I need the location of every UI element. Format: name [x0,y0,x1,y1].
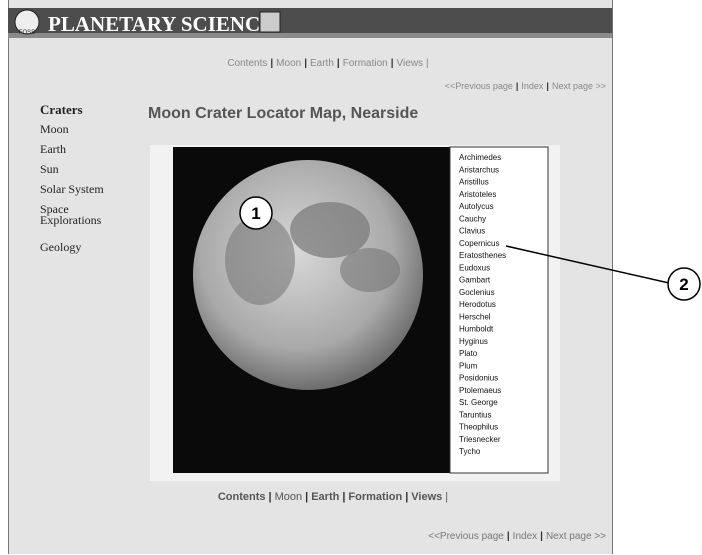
nav-link[interactable]: Moon [275,491,303,503]
nav-link[interactable]: Formation [348,491,402,503]
crater-name[interactable]: Aristarchus [459,165,499,174]
crater-name[interactable]: Aristillus [459,178,489,187]
nav-link[interactable]: Index [513,531,537,542]
crater-name[interactable]: Goclenius [459,288,495,297]
crater-name[interactable]: Aristoteles [459,190,496,199]
crater-name[interactable]: Eratosthenes [459,251,506,260]
nav-link[interactable]: Earth [311,491,339,503]
separator: | [516,81,519,91]
crater-name[interactable]: St. George [459,398,498,407]
nav-link[interactable]: Contents [218,491,266,503]
sidebar-link[interactable]: Earth [40,144,120,155]
nav-link[interactable]: Contents [227,58,267,69]
mare [290,202,370,258]
crater-name[interactable]: Hyginus [459,337,488,346]
nav-link[interactable]: Earth [310,58,334,69]
crater-name[interactable]: Taruntius [459,410,491,419]
crater-name[interactable]: Cauchy [459,214,486,223]
header-title: PLANETARY SCIENCE [48,12,274,36]
nav-row: Contents|Moon|Earth|Formation|Views| [227,58,428,69]
crater-name[interactable]: Triesnecker [459,435,501,444]
pager-row: <<Previous page|Index|Next page >> [445,81,606,91]
separator: | [405,491,408,503]
sidebar-link[interactable]: Solar System [40,184,120,195]
logo-text: FOSS [19,30,35,36]
page-canvas: FOSS PLANETARY SCIENCE Contents|Moon|Ear… [0,0,702,555]
sidebar-link[interactable]: Geology [40,242,120,253]
nav-link[interactable]: Next page >> [546,531,606,542]
crater-name[interactable]: Herschel [459,312,491,321]
separator: | [391,58,394,69]
page: FOSS PLANETARY SCIENCE Contents|Moon|Ear… [0,0,702,555]
crater-name[interactable]: Clavius [459,227,485,236]
sidebar-link[interactable]: Space Explorations [40,204,120,226]
separator: | [337,58,340,69]
crater-name[interactable]: Eudoxus [459,263,490,272]
crater-name[interactable]: Plum [459,361,478,370]
separator: | [305,491,308,503]
nav-link[interactable]: Formation [343,58,388,69]
nav-link[interactable]: Moon [276,58,301,69]
pager-row: <<Previous page|Index|Next page >> [428,531,606,542]
page-title: Moon Crater Locator Map, Nearside [148,105,418,122]
nav-row: Contents|Moon|Earth|Formation|Views| [218,491,448,503]
header-badge [260,12,280,32]
nav-link[interactable]: Next page >> [552,81,606,91]
sidebar-link[interactable]: Craters [40,104,120,115]
crater-name[interactable]: Copernicus [459,239,499,248]
separator: | [445,491,448,503]
separator: | [540,531,543,542]
separator: | [546,81,549,91]
nav-link[interactable]: <<Previous page [428,531,504,542]
crater-name[interactable]: Theophilus [459,423,498,432]
crater-name[interactable]: Herodotus [459,300,496,309]
callout-label: 1 [251,204,260,223]
separator: | [507,531,510,542]
crater-name[interactable]: Plato [459,349,478,358]
nav-link[interactable]: Views [411,491,442,503]
nav-link[interactable]: <<Previous page [445,81,513,91]
callout-label: 2 [679,275,688,294]
crater-name[interactable]: Humboldt [459,325,494,334]
separator: | [270,58,273,69]
crater-name[interactable]: Gambart [459,276,491,285]
separator: | [342,491,345,503]
sidebar: Craters Moon Earth Sun Solar System Space Exp… [40,104,120,262]
nav-link[interactable]: Index [521,81,544,91]
crater-name[interactable]: Autolycus [459,202,494,211]
sidebar-link[interactable]: Moon [40,124,120,135]
separator: | [426,58,429,69]
sidebar-link[interactable]: Sun [40,164,120,175]
crater-name[interactable]: Posidonius [459,374,498,383]
nav-link[interactable]: Views [397,58,424,69]
separator: | [304,58,307,69]
crater-name[interactable]: Ptolemaeus [459,386,501,395]
mare [340,248,400,292]
separator: | [269,491,272,503]
crater-name[interactable]: Tycho [459,447,481,456]
crater-name[interactable]: Archimedes [459,153,501,162]
